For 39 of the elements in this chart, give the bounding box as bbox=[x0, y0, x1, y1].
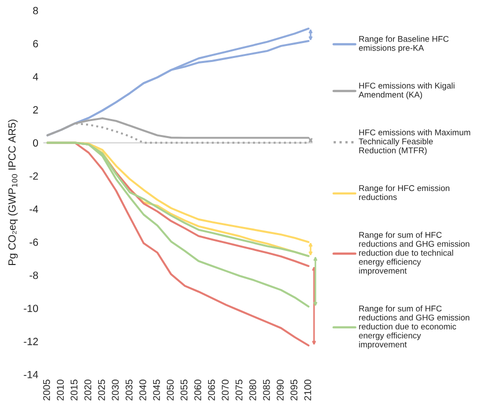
y-tick-label: -2 bbox=[30, 172, 38, 180]
x-tick-label: 2025 bbox=[98, 380, 105, 400]
x-tick-label: 2060 bbox=[194, 380, 202, 400]
legend-label: HFC emissions with Kigali Amendment (KA) bbox=[358, 82, 454, 100]
x-tick-label: 2010 bbox=[56, 380, 64, 400]
x-tick-label: 2040 bbox=[139, 380, 146, 400]
y-tick-label: 0 bbox=[33, 139, 38, 147]
x-tick-label: 2045 bbox=[153, 380, 160, 400]
x-tick-label: 2065 bbox=[208, 380, 215, 400]
x-tick-label: 2030 bbox=[112, 380, 119, 400]
x-tick-label: 2075 bbox=[236, 380, 242, 400]
x-tick-label: 2090 bbox=[276, 380, 284, 400]
legend-label: Range for Baseline HFC emissions pre-KA bbox=[358, 36, 449, 52]
y-tick-label: 4 bbox=[32, 73, 38, 80]
y-tick-label: -4 bbox=[30, 206, 38, 213]
x-tick-label: 2050 bbox=[166, 380, 174, 400]
x-tick-label: 2100 bbox=[304, 380, 312, 400]
y-tick-label: -14 bbox=[24, 371, 38, 378]
y-tick-label: -6 bbox=[30, 238, 38, 246]
x-tick-label: 2085 bbox=[263, 380, 270, 400]
y-tick-label: -8 bbox=[30, 272, 38, 280]
x-tick-label: 2020 bbox=[84, 380, 92, 400]
x-tick-label: 2095 bbox=[290, 380, 298, 400]
y-axis-title: Pg CO₂eq (GWP$_{100}$ IPCC AR5) bbox=[8, 120, 18, 265]
legend-label: Range for sum of HFC reductions and GHG emission reduction due to technical energy efficiency improvement bbox=[358, 232, 470, 276]
x-tick-label: 2015 bbox=[70, 380, 78, 400]
legend-label: Range for sum of HFC reductions and GHG emission reduction due to economic energy efficiency improvement bbox=[358, 305, 470, 350]
x-tick-label: 2080 bbox=[249, 380, 256, 400]
y-tick-label: -10 bbox=[24, 304, 38, 312]
x-tick-label: 2055 bbox=[180, 380, 188, 400]
x-tick-label: 2005 bbox=[43, 380, 50, 400]
legend-label: HFC emissions with Maximum Technically Feasible Reduction (MTFR) bbox=[358, 129, 470, 155]
y-tick-label: 6 bbox=[33, 40, 38, 48]
x-tick-label: 2035 bbox=[126, 380, 132, 400]
x-tick-label: 2070 bbox=[222, 380, 229, 400]
legend-label: Range for HFC emission reductions bbox=[359, 184, 450, 200]
y-tick-label: -12 bbox=[24, 338, 38, 346]
y-tick-label: 8 bbox=[33, 6, 38, 14]
y-tick-label: 2 bbox=[33, 106, 38, 114]
